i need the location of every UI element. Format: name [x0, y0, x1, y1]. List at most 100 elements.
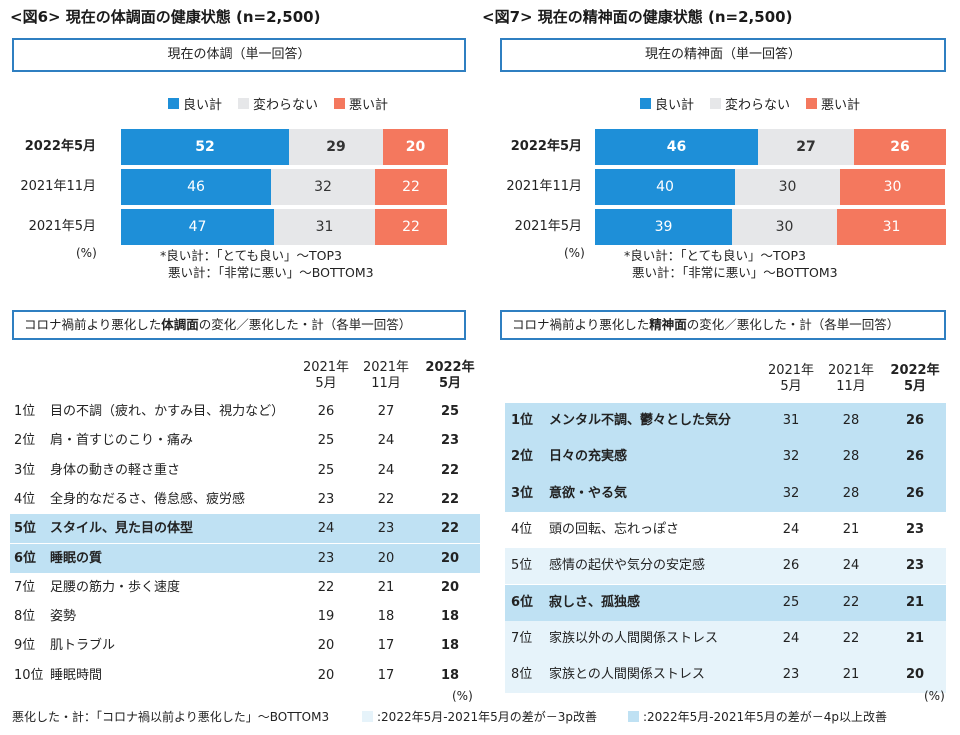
column-header-month: 11月	[836, 379, 866, 394]
bar-segment-good: 52	[121, 129, 289, 165]
bar-segment-good: 46	[121, 169, 271, 205]
legend-neutral: 変わらない	[238, 94, 318, 113]
bar-category-label: 2022年5月	[510, 139, 582, 154]
value-cell: 31	[782, 413, 800, 428]
rank-label: 4位	[511, 521, 533, 537]
value-cell: 20	[317, 638, 335, 654]
item-label: 睡眠の質	[50, 550, 103, 566]
legend-good-label: 良い計	[655, 98, 695, 113]
table-row: 1位 目の不調（疲れ、かすみ目、視力など） 26 27 25	[10, 397, 480, 426]
left-rank-title: コロナ禍前より悪化した体調面の変化／悪化した・計（各単一回答）	[12, 310, 466, 340]
right-note-good: *良い計：「とても良い」〜TOP3	[624, 248, 806, 263]
bar-segment-neutral: 27	[758, 129, 854, 165]
value-cell: 22	[377, 491, 395, 507]
bar-segment-bad: 31	[837, 209, 946, 245]
item-label: 目の不調（疲れ、かすみ目、視力など）	[50, 404, 285, 419]
column-header-year: 2021年	[767, 363, 815, 378]
value-cell: 21	[905, 630, 925, 646]
value-cell: 25	[782, 594, 800, 610]
value-cell: 22	[440, 462, 460, 478]
legend-bad-label: 悪い計	[349, 98, 389, 113]
table-row: 8位 姿勢 19 18 18	[10, 602, 480, 631]
rank-label: 8位	[511, 667, 533, 683]
rank-label: 10位	[14, 667, 44, 683]
column-header-month: 5月	[315, 376, 337, 391]
column-header-year: 2021年	[827, 363, 875, 378]
table-row: 3位 意欲・やる気 32 28 26	[505, 475, 946, 512]
bar-segment-neutral: 30	[735, 169, 840, 205]
footer-definition-text: 悪化した・計：「コロナ禍以前より悪化した」〜BOTTOM3	[12, 710, 330, 724]
bar-segment-bad: 26	[854, 129, 946, 165]
value-cell: 23	[782, 667, 800, 683]
value-cell: 18	[440, 667, 460, 683]
column-header: 2021年 5月	[761, 363, 821, 395]
rank-label: 5位	[14, 521, 37, 537]
item-label: 家族以外の人間関係ストレス	[549, 630, 719, 646]
value-cell: 26	[782, 558, 800, 574]
right-chart-subtitle: 現在の精神面（単一回答）	[500, 38, 946, 72]
left-chart-unit: (%)	[76, 246, 97, 260]
rank-label: 4位	[14, 491, 36, 507]
table-row: 10位 睡眠時間 20 17 18	[10, 661, 480, 690]
bar-category-label: 2021年5月	[514, 219, 582, 234]
rank-label: 2位	[511, 449, 534, 465]
legend-good: 良い計	[640, 94, 694, 113]
column-header-month: 5月	[780, 379, 802, 394]
value-cell: 20	[905, 667, 925, 683]
left-note-good: *良い計：「とても良い」〜TOP3	[160, 248, 342, 263]
column-header: 2022年 5月	[420, 360, 480, 392]
legend-neutral-swatch	[238, 98, 250, 109]
column-header: 2021年 11月	[821, 363, 881, 395]
table-row: 3位 身体の動きの軽さ重さ 25 24 22	[10, 456, 480, 485]
legend-bad-swatch	[806, 98, 818, 109]
bar-segment-bad: 22	[375, 209, 447, 245]
value-cell: 23	[317, 550, 335, 566]
item-label: 足腰の筋力・歩く速度	[50, 579, 181, 595]
table-row: 5位 感情の起伏や気分の安定感 26 24 23	[505, 548, 946, 585]
rank-label: 3位	[14, 462, 36, 478]
bar-category-label: 2021年11月	[20, 179, 96, 194]
bar-segment-neutral: 32	[271, 169, 375, 205]
rank-label: 1位	[14, 404, 36, 419]
footer-light-swatch	[362, 711, 373, 722]
value-cell: 25	[317, 462, 335, 478]
value-cell: 22	[440, 521, 460, 537]
value-cell: 22	[842, 630, 860, 646]
left-note-bad: 悪い計：「非常に悪い」〜BOTTOM3	[168, 265, 374, 280]
footer-definition: 悪化した・計：「コロナ禍以前より悪化した」〜BOTTOM3	[12, 708, 329, 725]
table-row: 2位 肩・首すじのこり・痛み 25 24 23	[10, 426, 480, 455]
table-row: 5位 スタイル、見た目の体型 24 23 22	[10, 514, 480, 544]
column-header-year: 2022年	[425, 360, 475, 375]
item-label: 頭の回転、忘れっぽさ	[549, 521, 680, 537]
item-label: 全身的なだるさ、倦怠感、疲労感	[50, 491, 246, 507]
footer-strong-swatch	[628, 711, 639, 722]
table-row: 4位 全身的なだるさ、倦怠感、疲労感 23 22 22	[10, 485, 480, 514]
legend-bad-label: 悪い計	[821, 98, 861, 113]
rank-label: 9位	[14, 638, 36, 654]
value-cell: 22	[317, 579, 335, 595]
column-header-year: 2022年	[890, 363, 940, 378]
table-row: 9位 肌トラブル 20 17 18	[10, 631, 480, 660]
legend-bad-swatch	[334, 98, 346, 109]
value-cell: 28	[842, 485, 860, 501]
bar-segment-bad: 20	[383, 129, 448, 165]
right-rank-title-bold: 精神面	[649, 317, 687, 332]
bar-category-label: 2021年11月	[506, 179, 582, 194]
value-cell: 17	[377, 638, 395, 654]
rank-label: 6位	[14, 550, 37, 566]
value-cell: 20	[440, 550, 460, 566]
value-cell: 21	[377, 579, 395, 595]
value-cell: 21	[842, 521, 860, 537]
legend-bad: 悪い計	[334, 94, 388, 113]
right-rank-title: コロナ禍前より悪化した精神面の変化／悪化した・計（各単一回答）	[500, 310, 946, 340]
value-cell: 23	[905, 521, 925, 537]
value-cell: 18	[440, 609, 460, 625]
value-cell: 21	[842, 667, 860, 683]
value-cell: 22	[440, 491, 460, 507]
rank-label: 2位	[14, 433, 36, 449]
right-note-bad: 悪い計：「非常に悪い」〜BOTTOM3	[632, 265, 838, 280]
footer-legend-strong-text: :2022年5月-2021年5月の差が－4p以上改善	[643, 710, 887, 724]
value-cell: 19	[317, 609, 335, 625]
value-cell: 17	[377, 667, 395, 683]
item-label: メンタル不調、鬱々とした気分	[549, 413, 732, 428]
